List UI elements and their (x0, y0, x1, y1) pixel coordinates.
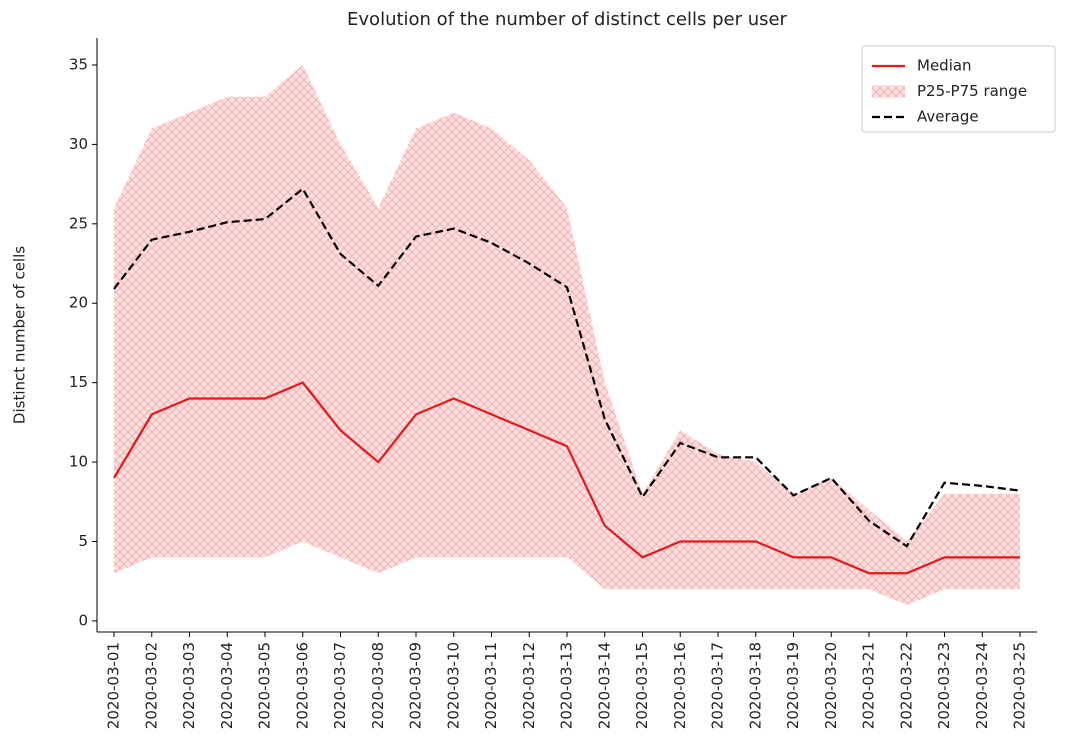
y-tick-label: 30 (69, 135, 88, 153)
legend-label: Median (917, 57, 972, 75)
y-tick-label: 5 (78, 532, 88, 550)
x-tick-label: 2020-03-19 (784, 642, 802, 729)
y-tick-label: 25 (69, 214, 88, 232)
x-tick-label: 2020-03-01 (105, 642, 123, 729)
x-tick-label: 2020-03-03 (180, 642, 198, 729)
x-tick-label: 2020-03-23 (935, 642, 953, 729)
y-tick-label: 15 (69, 373, 88, 391)
x-tick-label: 2020-03-08 (369, 642, 387, 729)
x-tick-label: 2020-03-18 (746, 642, 764, 729)
x-tick-label: 2020-03-12 (520, 642, 538, 729)
x-tick-label: 2020-03-11 (482, 642, 500, 729)
x-tick-label: 2020-03-02 (142, 642, 160, 729)
x-tick-label: 2020-03-04 (218, 642, 236, 729)
x-tick-label: 2020-03-07 (331, 642, 349, 729)
x-tick-label: 2020-03-24 (973, 642, 991, 729)
x-tick-label: 2020-03-16 (671, 642, 689, 729)
line (113, 381, 1020, 575)
x-tick-label: 2020-03-09 (407, 642, 425, 729)
x-tick-label: 2020-03-15 (633, 642, 651, 729)
y-tick-label: 10 (69, 453, 88, 471)
y-tick-label: 35 (69, 56, 88, 74)
x-tick-label: 2020-03-14 (595, 642, 613, 729)
x-tick-label: 2020-03-06 (293, 642, 311, 729)
x-tick-label: 2020-03-21 (860, 642, 878, 729)
y-axis-label: Distinct number of cells (11, 246, 29, 424)
x-tick-label: 2020-03-05 (256, 642, 274, 729)
legend-box (861, 45, 1056, 133)
legend-label: Average (917, 108, 979, 126)
x-tick-label: 2020-03-13 (558, 642, 576, 729)
line (113, 187, 1021, 548)
x-tick-label: 2020-03-22 (897, 642, 915, 729)
x-tick-label: 2020-03-25 (1011, 642, 1029, 729)
x-tick-label: 2020-03-20 (822, 642, 840, 729)
legend-label: P25-P75 range (917, 82, 1027, 100)
y-tick-label: 0 (78, 611, 88, 629)
chart-title: Evolution of the number of distinct cell… (347, 9, 788, 30)
y-tick-label: 20 (69, 294, 88, 312)
x-tick-label: 2020-03-17 (709, 642, 727, 729)
legend-swatch (872, 85, 905, 98)
x-tick-label: 2020-03-10 (444, 642, 462, 729)
range-area (114, 65, 1020, 605)
